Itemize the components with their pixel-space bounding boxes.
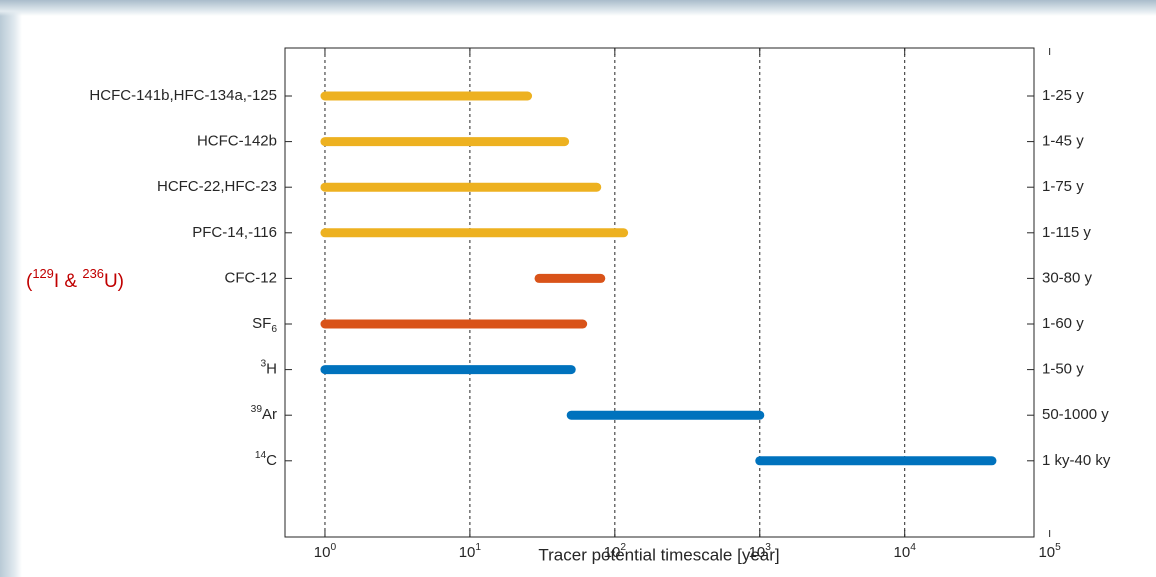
y-tick-label-part: PFC-14,-116: [192, 224, 277, 241]
annotation-part: 129: [32, 266, 54, 281]
y-tick-label-part: Ar: [262, 406, 277, 423]
x-tick-label-base: 10: [749, 544, 766, 561]
y-tick-label-part: HCFC-22,HFC-23: [157, 178, 277, 195]
range-label: 30-80 y: [1042, 269, 1093, 286]
x-tick-label-exp: 1: [475, 542, 481, 553]
y-tick-label-part: 6: [271, 324, 277, 335]
annotation-part: I &: [54, 271, 83, 292]
range-label: 1-45 y: [1042, 133, 1084, 150]
x-tick-label-base: 10: [459, 544, 476, 561]
x-tick-label-base: 10: [314, 544, 331, 561]
annotation: (129I & 236U): [26, 266, 124, 292]
y-tick-label: 39Ar: [251, 404, 277, 423]
y-tick-label: SF6: [252, 315, 277, 335]
range-label: 1-25 y: [1042, 87, 1084, 104]
y-tick-label: 14C: [255, 450, 277, 469]
background-strip: [0, 0, 1156, 16]
y-tick-label-part: 3: [260, 359, 266, 370]
range-label: 1 ky-40 ky: [1042, 452, 1111, 469]
x-tick-label: 100: [314, 542, 337, 561]
y-tick-label: CFC-12: [224, 269, 277, 286]
range-label: 1-115 y: [1042, 224, 1091, 241]
x-tick-label: 101: [459, 542, 482, 561]
y-tick-label: 3H: [260, 359, 277, 378]
x-axis-title: Tracer potential timescale [year]: [538, 545, 779, 564]
y-tick-label: HCFC-22,HFC-23: [157, 178, 277, 195]
range-label: 50-1000 y: [1042, 406, 1109, 423]
range-label: 1-50 y: [1042, 361, 1084, 378]
x-tick-label-exp: 0: [330, 542, 336, 553]
x-tick-label: 102: [604, 542, 627, 561]
x-tick-label: 103: [749, 542, 772, 561]
y-tick-label-part: 14: [255, 450, 267, 461]
annotation-part: (: [26, 271, 33, 292]
y-tick-label: HCFC-141b,HFC-134a,-125: [89, 87, 277, 104]
plot-area: [284, 47, 1035, 538]
x-tick-label-exp: 4: [910, 542, 916, 553]
range-label: 1-60 y: [1042, 315, 1084, 332]
x-tick-label: 104: [894, 542, 917, 561]
range-label: 1-75 y: [1042, 178, 1084, 195]
y-tick-label-part: 39: [251, 404, 263, 415]
x-tick-label-exp: 2: [620, 542, 626, 553]
x-tick-label-base: 10: [604, 544, 621, 561]
x-tick-label-base: 10: [894, 544, 911, 561]
y-tick-label-part: CFC-12: [224, 269, 277, 286]
y-tick-label: HCFC-142b: [197, 133, 277, 150]
x-tick-label-exp: 3: [765, 542, 771, 553]
y-tick-label-part: H: [266, 361, 277, 378]
y-tick-label-part: C: [266, 452, 277, 469]
y-tick-label-part: HCFC-142b: [197, 133, 277, 150]
x-tick-label: 105: [1038, 542, 1061, 561]
y-tick-label-part: HCFC-141b,HFC-134a,-125: [89, 87, 277, 104]
x-tick-label-exp: 5: [1055, 542, 1061, 553]
annotation-part: 236: [82, 266, 104, 281]
y-tick-label: PFC-14,-116: [192, 224, 277, 241]
y-tick-label-part: SF: [252, 315, 271, 332]
annotation-part: U): [104, 271, 124, 292]
x-tick-label-base: 10: [1038, 544, 1055, 561]
